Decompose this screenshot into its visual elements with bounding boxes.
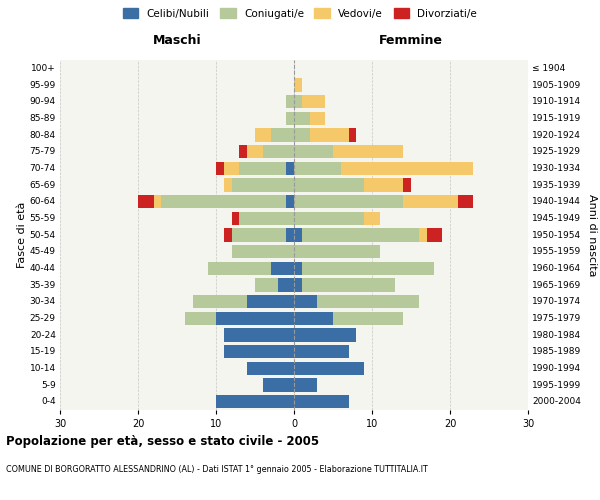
Bar: [224, 228, 232, 241]
Bar: [208, 262, 271, 275]
Bar: [216, 395, 294, 408]
Bar: [294, 195, 403, 208]
Bar: [286, 228, 294, 241]
Bar: [294, 162, 341, 175]
Bar: [294, 178, 364, 192]
Y-axis label: Fasce di età: Fasce di età: [17, 202, 27, 268]
Bar: [224, 328, 294, 342]
Bar: [294, 112, 310, 125]
Bar: [286, 195, 294, 208]
Bar: [294, 295, 317, 308]
Bar: [310, 112, 325, 125]
Bar: [294, 128, 310, 141]
Bar: [224, 162, 239, 175]
Bar: [239, 145, 247, 158]
Bar: [317, 295, 419, 308]
Bar: [333, 312, 403, 325]
Bar: [458, 195, 473, 208]
Bar: [278, 278, 294, 291]
Bar: [232, 212, 239, 225]
Bar: [294, 328, 356, 342]
Bar: [232, 178, 294, 192]
Bar: [247, 362, 294, 375]
Bar: [294, 78, 302, 92]
Bar: [255, 128, 271, 141]
Bar: [138, 195, 154, 208]
Bar: [364, 212, 380, 225]
Bar: [294, 278, 302, 291]
Bar: [247, 295, 294, 308]
Bar: [271, 128, 294, 141]
Text: Popolazione per età, sesso e stato civile - 2005: Popolazione per età, sesso e stato civil…: [6, 435, 319, 448]
Bar: [286, 162, 294, 175]
Bar: [364, 178, 403, 192]
Bar: [286, 95, 294, 108]
Bar: [302, 228, 419, 241]
Bar: [263, 378, 294, 392]
Bar: [294, 312, 333, 325]
Bar: [349, 128, 356, 141]
Y-axis label: Anni di nascita: Anni di nascita: [587, 194, 597, 276]
Bar: [294, 245, 380, 258]
Bar: [427, 228, 442, 241]
Bar: [403, 178, 411, 192]
Bar: [271, 262, 294, 275]
Bar: [263, 145, 294, 158]
Bar: [161, 195, 286, 208]
Bar: [302, 278, 395, 291]
Bar: [239, 212, 294, 225]
Bar: [294, 212, 364, 225]
Bar: [239, 162, 286, 175]
Bar: [302, 262, 434, 275]
Bar: [255, 278, 278, 291]
Bar: [294, 345, 349, 358]
Bar: [193, 295, 247, 308]
Text: COMUNE DI BORGORATTO ALESSANDRINO (AL) - Dati ISTAT 1° gennaio 2005 - Elaborazio: COMUNE DI BORGORATTO ALESSANDRINO (AL) -…: [6, 465, 428, 474]
Bar: [294, 262, 302, 275]
Bar: [232, 245, 294, 258]
Bar: [294, 228, 302, 241]
Bar: [294, 395, 349, 408]
Bar: [403, 195, 458, 208]
Bar: [294, 378, 317, 392]
Bar: [154, 195, 161, 208]
Bar: [333, 145, 403, 158]
Bar: [294, 95, 302, 108]
Bar: [294, 145, 333, 158]
Text: Maschi: Maschi: [152, 34, 202, 48]
Text: Femmine: Femmine: [379, 34, 443, 48]
Bar: [310, 128, 349, 141]
Bar: [286, 112, 294, 125]
Bar: [294, 362, 364, 375]
Bar: [224, 178, 232, 192]
Bar: [247, 145, 263, 158]
Bar: [232, 228, 286, 241]
Legend: Celibi/Nubili, Coniugati/e, Vedovi/e, Divorziati/e: Celibi/Nubili, Coniugati/e, Vedovi/e, Di…: [119, 5, 481, 21]
Bar: [224, 345, 294, 358]
Bar: [216, 162, 224, 175]
Bar: [216, 312, 294, 325]
Bar: [302, 95, 325, 108]
Bar: [341, 162, 473, 175]
Bar: [185, 312, 216, 325]
Bar: [419, 228, 427, 241]
